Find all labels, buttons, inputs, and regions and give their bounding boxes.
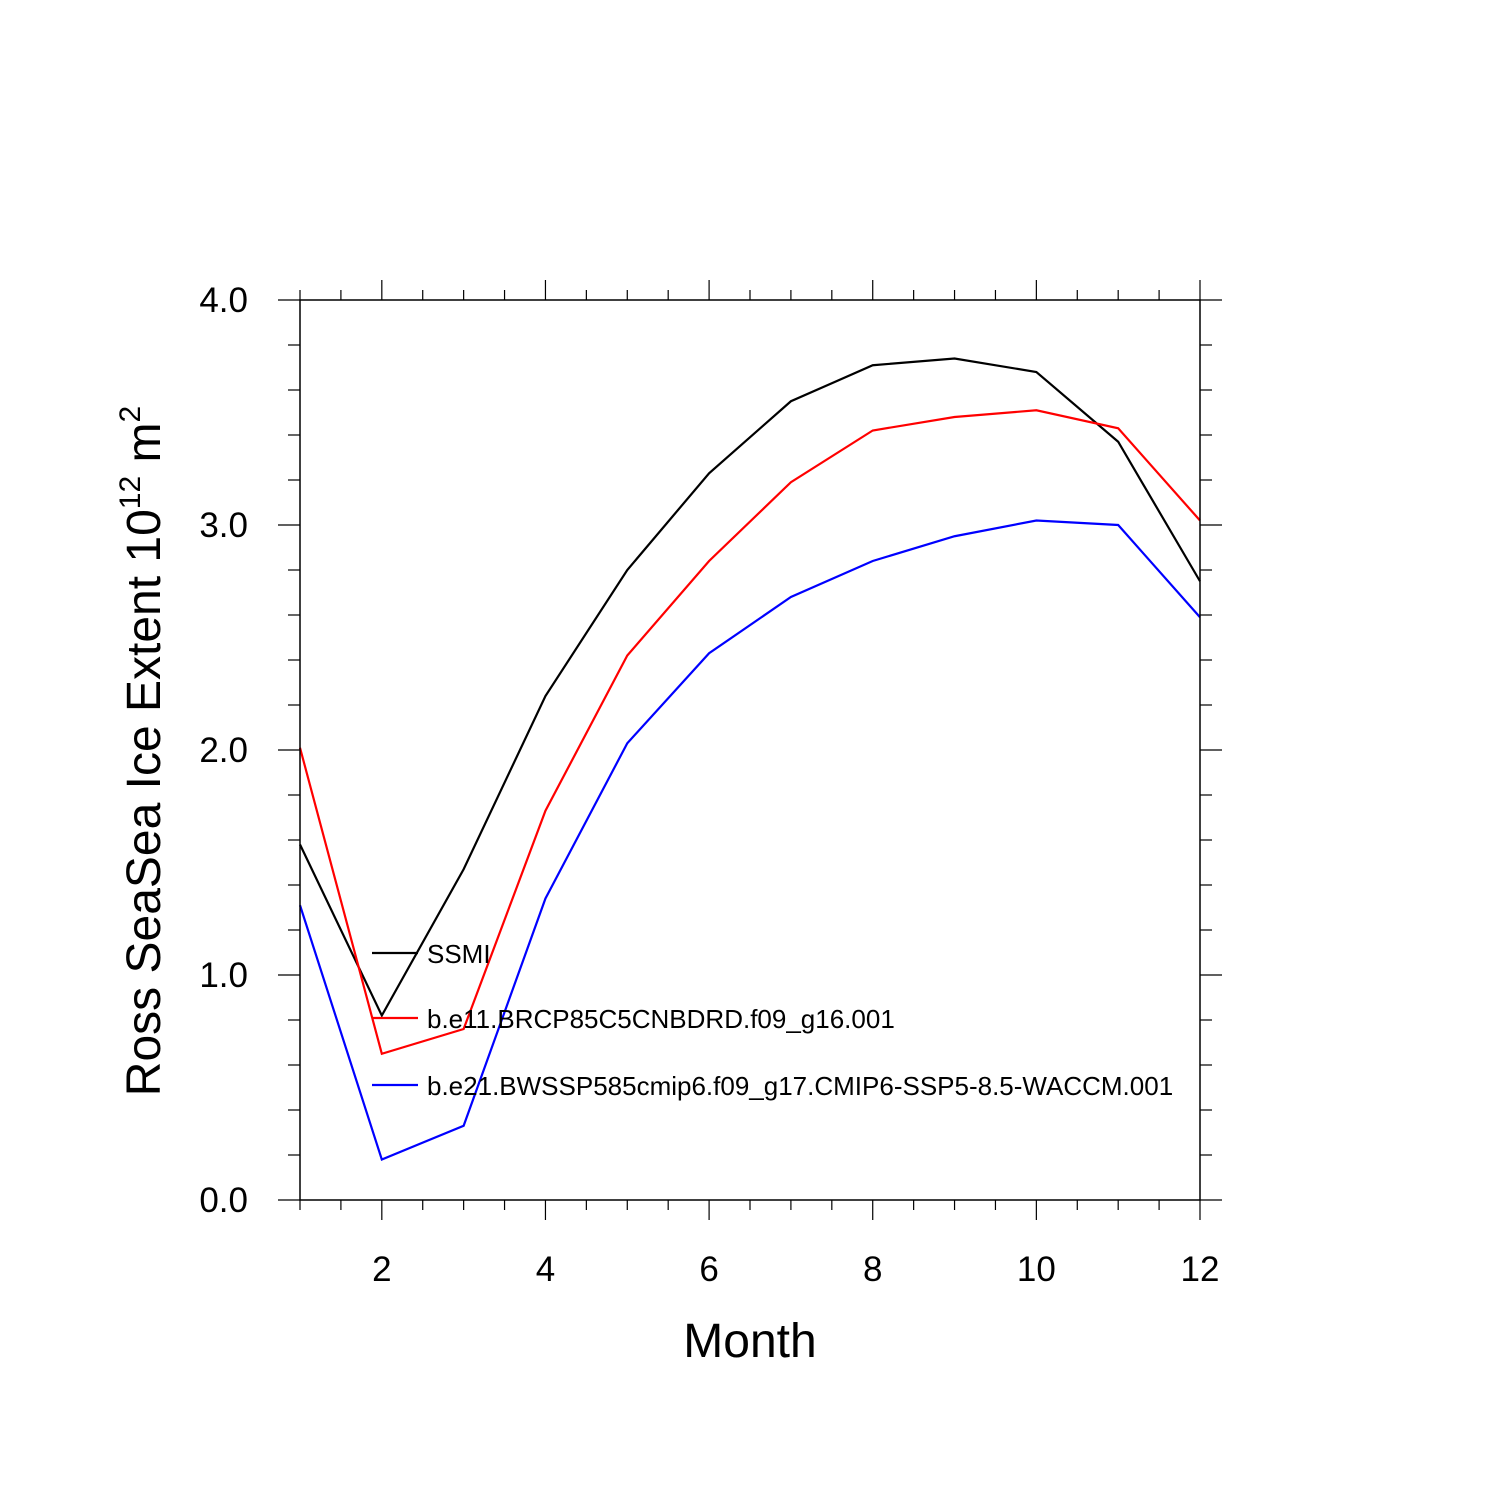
tick-marks	[278, 280, 1222, 1220]
x-tick-label: 6	[699, 1250, 718, 1289]
series-line-1	[299, 357, 1201, 1018]
y-tick-label: 4.0	[199, 281, 248, 320]
legend-label-2: b.e11.BRCP85C5CNBDRD.f09_g16.001	[427, 1004, 895, 1034]
legend: SSMI b.e11.BRCP85C5CNBDRD.f09_g16.001 b.e2…	[372, 939, 1173, 1101]
x-tick-label: 8	[863, 1250, 882, 1289]
y-axis-title-exponent: 12	[114, 476, 147, 509]
y-axis-title-unit: m	[118, 422, 171, 475]
y-tick-label: 0.0	[199, 1181, 248, 1220]
y-axis-title-unit-exponent: 2	[114, 406, 147, 423]
y-tick-label: 3.0	[199, 506, 248, 545]
plot-frame	[299, 299, 1201, 1201]
x-tick-label: 2	[372, 1250, 391, 1289]
y-tick-label: 1.0	[199, 956, 248, 995]
x-axis-title: Month	[683, 1315, 816, 1368]
y-axis-title-text: Ross SeaSea Ice Extent 10	[118, 509, 171, 1096]
x-tick-label: 10	[1017, 1250, 1056, 1289]
y-tick-label: 2.0	[199, 731, 248, 770]
series-line-3	[298, 519, 1201, 1161]
legend-label-1: SSMI	[427, 939, 491, 969]
series-line-2	[298, 409, 1201, 1056]
tick-labels: 2 4 6 8 10 12 0.0 1.0 2.0 3.0 4.0	[199, 281, 1219, 1289]
x-tick-label: 4	[536, 1250, 555, 1289]
x-tick-label: 12	[1181, 1250, 1220, 1289]
legend-label-3: b.e21.BWSSP585cmip6.f09_g17.CMIP6-SSP5-8…	[427, 1071, 1173, 1101]
y-axis-title: Ross SeaSea Ice Extent 1012 m2	[114, 406, 171, 1096]
series-lines	[298, 357, 1201, 1161]
